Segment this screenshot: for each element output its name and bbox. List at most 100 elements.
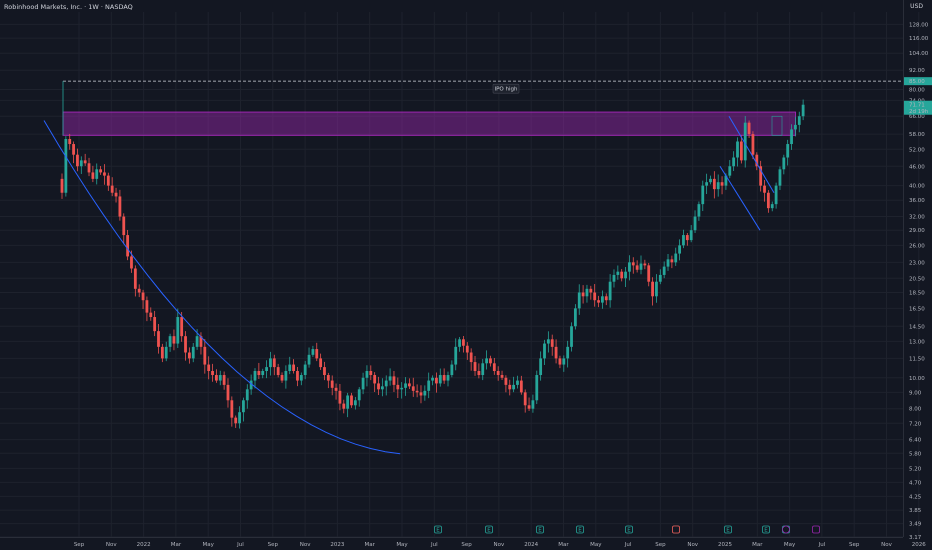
candle-body [342,403,346,409]
earnings-marker-label: E [764,528,768,534]
candle-body [743,122,747,161]
earnings-marker-box [485,525,493,534]
x-tick-label: Nov [300,542,311,548]
y-tick-label: 18.50 [909,291,925,297]
candle-body [76,154,79,167]
candle-body [523,392,527,406]
price-axis[interactable]: 128.00116.00104.0092.0080.0074.0066.0058… [909,22,929,541]
y-tick-label: 5.80 [909,451,922,457]
x-tick-label: 2023 [330,542,344,548]
candle-body [469,352,473,363]
candle-body [504,377,508,385]
news-marker [782,525,790,534]
candle-body [83,160,87,164]
candle-body [408,383,411,387]
x-tick-label: 2024 [524,542,538,548]
candle-body [535,375,539,401]
x-tick-label: Nov [106,542,117,548]
earnings-marker[interactable]: E [762,525,770,534]
candle-body [184,336,187,353]
x-tick-label: Nov [494,542,505,548]
event-markers[interactable]: EEEEEEEEE [434,525,820,534]
wedge-lower-line [719,165,761,231]
resistance-zone [62,111,797,136]
earnings-marker[interactable]: E [625,525,633,534]
candle-body [303,364,307,376]
candle-body [801,104,805,117]
dividend-marker [672,525,680,534]
candle-body [133,268,137,289]
split-marker [812,525,820,534]
candle-body [79,160,83,167]
candle-body [573,308,577,327]
candle-body [635,265,639,270]
candle-body [546,339,550,344]
candle-body [103,172,106,176]
candle-body [601,296,604,303]
candle-body [284,371,288,381]
candle-body [477,371,481,376]
earnings-marker-box [536,525,544,534]
candle-body [454,346,458,365]
candle-body [323,367,326,376]
candle-body [72,144,75,155]
candle-body [153,317,157,332]
candle-body [709,178,712,183]
resistance-zone-box [62,111,797,136]
earnings-marker[interactable]: E [434,525,442,534]
candle-body [292,364,295,372]
candle-body [423,390,427,396]
y-tick-label: 128.00 [909,22,929,28]
y-tick-label: 32.00 [909,215,925,221]
earnings-marker[interactable]: E [485,525,493,534]
earnings-marker-label: E [487,528,491,534]
y-tick-label: 5.20 [909,466,922,472]
earnings-marker-label: E [578,528,582,534]
candle-body [296,371,299,381]
candle-body [396,384,400,390]
candle-body [685,235,689,241]
y-tick-label: 8.00 [909,407,922,413]
earnings-marker-label: E [436,528,440,534]
candle-body [160,346,164,359]
x-tick-label: 2022 [137,542,151,548]
x-tick-label: Jul [236,542,244,548]
currency-label[interactable]: USD [910,3,923,10]
candle-body [145,300,149,313]
candle-body [562,358,566,365]
earnings-marker[interactable]: E [724,525,732,534]
candle-body [357,389,361,401]
x-tick-label: Sep [268,542,279,548]
candle-body [570,326,573,347]
candle-body [315,349,319,359]
candle-body [543,343,546,359]
earnings-marker[interactable]: E [576,525,584,534]
candle-body [191,346,195,359]
candle-body [114,192,118,197]
x-tick-label: 2026 [912,542,926,548]
y-tick-label: 20.50 [909,276,925,282]
x-tick-label: May [590,542,602,548]
candle-body [172,336,176,344]
candle-body [400,387,404,390]
earnings-marker[interactable]: E [536,525,544,534]
candle-body [392,376,396,385]
x-tick-label: Nov [687,542,698,548]
candle-body [307,354,311,365]
candle-body [554,346,558,359]
candle-body [435,377,438,384]
grid-lines [0,0,920,538]
candle-body [577,292,581,309]
ipo-high-price-label: 85.00 [909,79,925,85]
candle-body [720,182,724,186]
time-axis[interactable]: Sep Nov 2022 Mar May Jul Sep Nov 2023 Mar May Jul Se… [74,542,926,548]
candle-body [253,371,257,381]
candle-body [624,271,627,279]
wedge-upper-line [728,115,775,193]
candle-body [369,371,373,376]
ipo-high-price-tag [904,77,932,86]
candles [60,99,805,429]
y-tick-label: 10.00 [909,376,925,382]
candle-body [778,169,782,186]
